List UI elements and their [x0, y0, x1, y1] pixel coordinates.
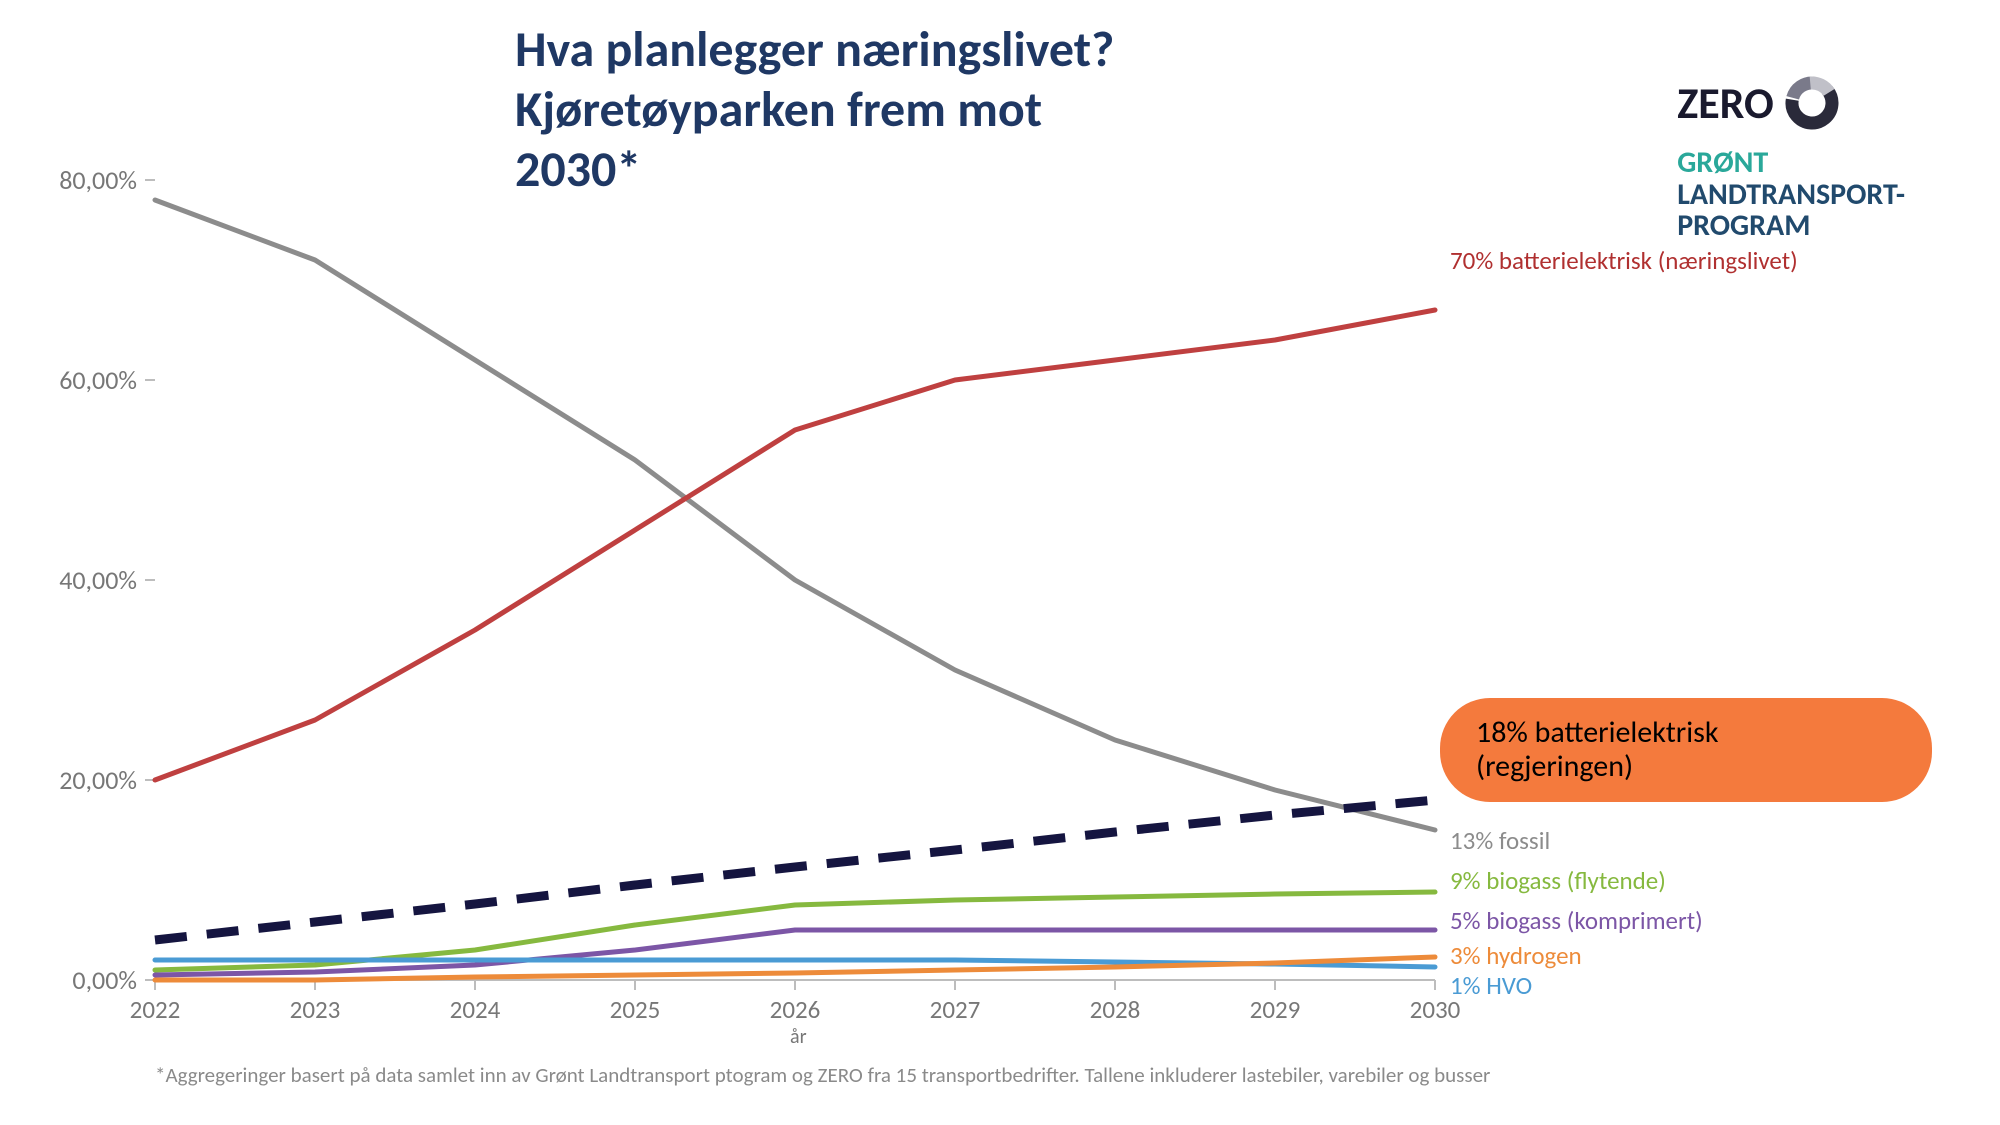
series-label-biogass_fly: 9% biogass (flytende) — [1450, 865, 1666, 896]
series-label-biogass_komp: 5% biogass (komprimert) — [1450, 905, 1703, 936]
series-fossil — [155, 200, 1435, 830]
series-label-battery_business: 70% batterielektrisk (næringslivet) — [1450, 245, 1798, 276]
x-tick-label: 2027 — [915, 994, 995, 1025]
series-label-fossil: 13% fossil — [1450, 825, 1550, 856]
series-label-hvo: 1% HVO — [1450, 970, 1532, 1001]
y-tick-label: 80,00% — [59, 164, 137, 196]
line-chart — [0, 0, 2000, 1125]
x-tick-label: 2026 — [755, 994, 835, 1025]
x-axis-label: år — [790, 1025, 807, 1049]
series-label-hydrogen: 3% hydrogen — [1450, 940, 1582, 971]
callout-line-1: 18% batterielektrisk — [1476, 716, 1896, 751]
callout-battery-gov: 18% batterielektrisk (regjeringen) — [1440, 698, 1932, 802]
x-tick-label: 2029 — [1235, 994, 1315, 1025]
y-tick-label: 20,00% — [59, 764, 137, 796]
y-tick-label: 40,00% — [59, 564, 137, 596]
x-tick-label: 2022 — [115, 994, 195, 1025]
x-tick-label: 2023 — [275, 994, 355, 1025]
series-biogass_komp — [155, 930, 1435, 975]
y-tick-label: 0,00% — [72, 964, 137, 996]
x-tick-label: 2028 — [1075, 994, 1155, 1025]
series-battery_business — [155, 310, 1435, 780]
x-tick-label: 2025 — [595, 994, 675, 1025]
footnote: *Aggregeringer basert på data samlet inn… — [155, 1062, 1490, 1088]
x-tick-label: 2024 — [435, 994, 515, 1025]
series-battery-gov-dash — [155, 800, 1435, 940]
y-tick-label: 60,00% — [59, 364, 137, 396]
callout-line-2: (regjeringen) — [1476, 750, 1896, 785]
